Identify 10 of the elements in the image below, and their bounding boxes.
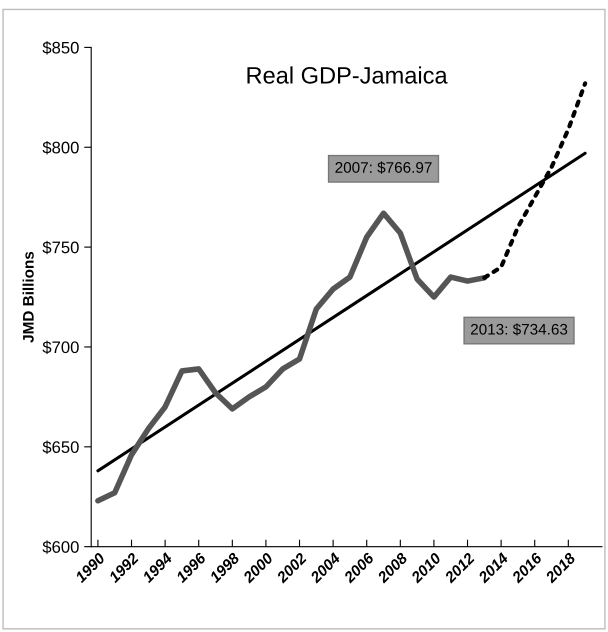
text: Real GDP-Jamaica xyxy=(247,66,448,84)
y-tick-label: $800 xyxy=(42,140,79,154)
y-tick-label: $700 xyxy=(42,340,79,354)
y-tick-label: $650 xyxy=(42,440,79,454)
y-tick-label: $850 xyxy=(42,41,79,55)
y-tick-label: $600 xyxy=(42,540,79,554)
annotation: 2007: $766.97 xyxy=(335,161,432,174)
annotation: 2013: $734.63 xyxy=(470,323,568,336)
y-axis-title: JMD Billions xyxy=(22,252,34,343)
y-tick-label: $750 xyxy=(42,240,79,254)
